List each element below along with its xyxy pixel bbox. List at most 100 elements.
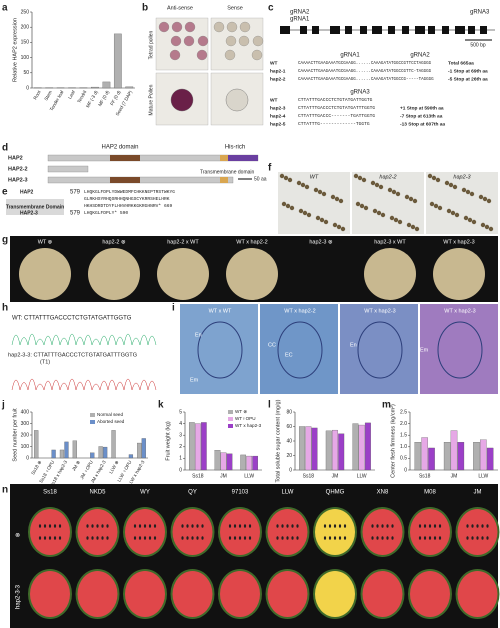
pollen bbox=[406, 222, 412, 228]
pollen bbox=[359, 203, 365, 209]
seed bbox=[43, 524, 47, 528]
bar bbox=[188, 422, 195, 471]
pollen bbox=[410, 224, 416, 230]
bar bbox=[91, 86, 99, 89]
pollen bbox=[283, 175, 289, 181]
pollen bbox=[448, 182, 454, 188]
hap2-domain bbox=[110, 177, 140, 183]
column-label: WT x hap2-3 bbox=[444, 308, 475, 314]
ovule bbox=[357, 321, 403, 379]
flesh bbox=[362, 571, 403, 617]
seed bbox=[433, 536, 437, 540]
y-tick-label: 200 bbox=[21, 432, 30, 438]
pollen bbox=[279, 173, 285, 179]
pollen bbox=[334, 196, 340, 202]
seed bbox=[96, 536, 99, 540]
position: 579 bbox=[70, 211, 81, 217]
seed bbox=[476, 536, 479, 540]
seed bbox=[148, 536, 152, 540]
seed bbox=[58, 524, 62, 528]
seed bbox=[196, 536, 199, 540]
column-label: XN8 bbox=[377, 490, 389, 496]
protein bbox=[47, 165, 89, 173]
flesh bbox=[410, 571, 450, 617]
column-label: WT x hap2-2 bbox=[236, 239, 267, 245]
x-tick-label: JM bbox=[220, 473, 227, 479]
y-tick-label: 0 bbox=[26, 85, 29, 91]
seed bbox=[343, 536, 347, 540]
sequence-row: CAAAACTTGAAGAAATGCGAAGG......CAAAGATATGG… bbox=[298, 70, 432, 74]
column-label: 97103 bbox=[232, 490, 249, 496]
pollen bbox=[463, 215, 469, 221]
seed-pile bbox=[19, 248, 71, 300]
pollen bbox=[478, 194, 484, 200]
sequence: WT: CTTATTTGACCCTCTGTATGATTGGTG bbox=[12, 316, 132, 322]
y-tick-label: 100 bbox=[21, 444, 30, 450]
flesh bbox=[315, 571, 355, 617]
exon bbox=[388, 26, 395, 34]
pollen bbox=[484, 224, 490, 230]
exon bbox=[480, 26, 487, 34]
seed bbox=[138, 524, 142, 528]
exon bbox=[360, 26, 367, 34]
legend-swatch bbox=[228, 417, 233, 421]
seed bbox=[423, 536, 427, 540]
sequence-row: WT bbox=[270, 60, 278, 66]
site-label: gRNA3 bbox=[350, 90, 370, 96]
seed bbox=[91, 536, 94, 540]
cell bbox=[252, 35, 264, 47]
bar bbox=[311, 427, 318, 471]
pollen bbox=[332, 222, 338, 228]
seed bbox=[291, 536, 294, 540]
x-tick-label: Stem bbox=[43, 89, 53, 101]
sequence-row: CAAAACTTGAAGAAATGCGAAGG......CAAAGATATGG… bbox=[298, 62, 432, 66]
trace bbox=[11, 333, 157, 346]
flesh bbox=[267, 571, 308, 617]
cell bbox=[184, 21, 196, 33]
seed bbox=[423, 524, 427, 528]
panel-letter: n bbox=[2, 485, 8, 496]
y-tick-label: 3 bbox=[179, 433, 182, 439]
seed bbox=[466, 536, 469, 540]
pollen bbox=[429, 201, 435, 207]
pollen bbox=[486, 198, 492, 204]
pollen bbox=[380, 212, 386, 218]
sequence: hap2-3-3: CTTATTTGACCCTCTGTATGATTTGGTG bbox=[8, 352, 137, 358]
cell bbox=[225, 88, 249, 112]
structure-tag: En bbox=[195, 332, 202, 338]
flesh bbox=[220, 571, 260, 617]
column-label: QY bbox=[188, 490, 197, 496]
sequence-row: hap2-2 bbox=[270, 76, 286, 82]
seed bbox=[243, 524, 247, 528]
seed bbox=[133, 524, 137, 528]
seed bbox=[391, 524, 394, 528]
bar bbox=[128, 454, 134, 459]
pollen bbox=[480, 222, 486, 228]
y-tick-label: 0 bbox=[179, 467, 182, 473]
seed bbox=[243, 536, 247, 540]
pollen bbox=[404, 194, 410, 200]
bar bbox=[252, 455, 258, 471]
panel-letter: j bbox=[1, 400, 5, 411]
cell bbox=[171, 21, 183, 33]
pollen bbox=[304, 184, 310, 190]
seed bbox=[286, 524, 289, 528]
domain-label: HAP2 domain bbox=[101, 145, 138, 151]
seed bbox=[281, 524, 284, 528]
seed bbox=[201, 524, 204, 528]
seed bbox=[328, 536, 332, 540]
micrograph bbox=[340, 304, 418, 394]
seed bbox=[376, 536, 379, 540]
seed bbox=[296, 536, 299, 540]
bar bbox=[325, 430, 332, 471]
column-label: M08 bbox=[424, 490, 436, 496]
bar bbox=[98, 446, 103, 459]
sequence: HKHSDRDTDYFLHHVHRKKGKRGHNRV* 669 bbox=[84, 203, 172, 209]
pollen bbox=[395, 191, 401, 197]
pollen bbox=[306, 212, 312, 218]
cell bbox=[224, 49, 236, 61]
pollen bbox=[452, 184, 458, 190]
flesh bbox=[315, 509, 355, 555]
seed bbox=[428, 524, 432, 528]
